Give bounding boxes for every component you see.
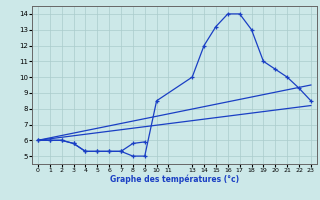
X-axis label: Graphe des températures (°c): Graphe des températures (°c) — [110, 175, 239, 184]
